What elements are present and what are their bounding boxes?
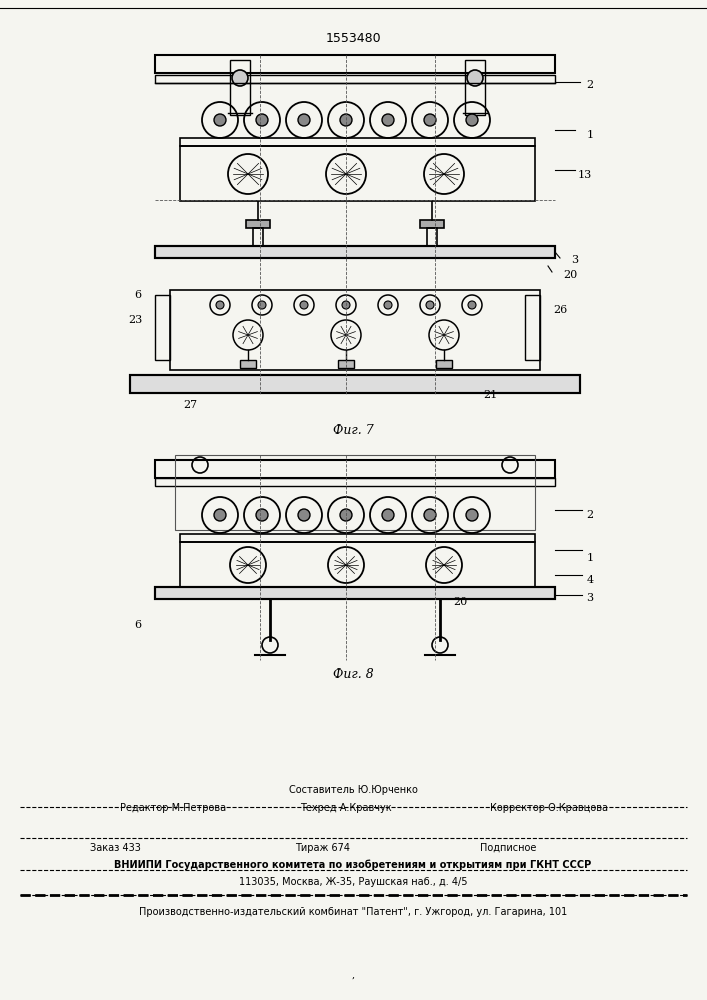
Bar bbox=[155, 587, 555, 599]
Circle shape bbox=[298, 509, 310, 521]
Bar bbox=[465, 60, 485, 115]
Bar bbox=[180, 146, 535, 201]
Bar bbox=[180, 138, 535, 146]
Circle shape bbox=[467, 70, 483, 86]
Text: Заказ 433: Заказ 433 bbox=[90, 843, 141, 853]
Text: 26: 26 bbox=[553, 305, 567, 315]
Text: 27: 27 bbox=[183, 400, 197, 410]
Text: Тираж 674: Тираж 674 bbox=[295, 843, 350, 853]
Circle shape bbox=[258, 301, 266, 309]
Text: 3: 3 bbox=[586, 593, 594, 603]
Circle shape bbox=[382, 114, 394, 126]
Text: Подписное: Подписное bbox=[480, 843, 537, 853]
Circle shape bbox=[256, 114, 268, 126]
Text: ВНИИПИ Государственного комитета по изобретениям и открытиям при ГКНТ СССР: ВНИИПИ Государственного комитета по изоб… bbox=[115, 860, 592, 870]
Text: Корректор О.Кравцова: Корректор О.Кравцова bbox=[490, 803, 608, 813]
Bar bbox=[240, 360, 256, 368]
Circle shape bbox=[382, 509, 394, 521]
Text: 113035, Москва, Ж-35, Раушская наб., д. 4/5: 113035, Москва, Ж-35, Раушская наб., д. … bbox=[239, 877, 467, 887]
Text: 20: 20 bbox=[563, 270, 577, 280]
Circle shape bbox=[466, 114, 478, 126]
Text: Составитель Ю.Юрченко: Составитель Ю.Юрченко bbox=[288, 785, 417, 795]
Text: 1: 1 bbox=[586, 553, 594, 563]
Circle shape bbox=[298, 114, 310, 126]
Bar bbox=[180, 542, 535, 587]
Circle shape bbox=[424, 509, 436, 521]
Bar bbox=[155, 587, 555, 599]
Bar bbox=[170, 290, 540, 370]
Bar bbox=[230, 60, 250, 115]
Circle shape bbox=[214, 509, 226, 521]
Bar bbox=[155, 246, 555, 258]
Circle shape bbox=[216, 301, 224, 309]
Bar bbox=[246, 220, 270, 228]
Text: 6: 6 bbox=[134, 620, 141, 630]
Text: Техред А.Кравчук: Техред А.Кравчук bbox=[300, 803, 392, 813]
Circle shape bbox=[426, 301, 434, 309]
Text: 1: 1 bbox=[586, 130, 594, 140]
Text: 1553480: 1553480 bbox=[325, 31, 381, 44]
Bar bbox=[130, 375, 580, 393]
Circle shape bbox=[232, 70, 248, 86]
Circle shape bbox=[468, 301, 476, 309]
Text: 21: 21 bbox=[483, 390, 497, 400]
Bar bbox=[180, 534, 535, 542]
Text: ,: , bbox=[351, 970, 355, 980]
Text: 6: 6 bbox=[134, 290, 141, 300]
Bar bbox=[155, 295, 170, 360]
Circle shape bbox=[256, 509, 268, 521]
Circle shape bbox=[340, 509, 352, 521]
Bar bbox=[155, 55, 555, 73]
Bar bbox=[338, 360, 354, 368]
Circle shape bbox=[384, 301, 392, 309]
Bar bbox=[253, 228, 263, 246]
Text: Фиг. 8: Фиг. 8 bbox=[332, 668, 373, 682]
Circle shape bbox=[342, 301, 350, 309]
Bar bbox=[175, 455, 535, 530]
Text: 20: 20 bbox=[453, 597, 467, 607]
Text: 2: 2 bbox=[586, 80, 594, 90]
Circle shape bbox=[424, 114, 436, 126]
Bar bbox=[155, 460, 555, 478]
Bar bbox=[155, 478, 555, 486]
Text: Редактор М.Петрова: Редактор М.Петрова bbox=[120, 803, 226, 813]
Text: 3: 3 bbox=[571, 255, 578, 265]
Bar bbox=[155, 75, 555, 83]
Bar bbox=[427, 228, 437, 246]
Text: 23: 23 bbox=[128, 315, 142, 325]
Bar bbox=[525, 295, 540, 360]
Text: 2: 2 bbox=[586, 510, 594, 520]
Bar bbox=[436, 360, 452, 368]
Bar bbox=[130, 375, 580, 393]
Circle shape bbox=[466, 509, 478, 521]
Text: 4: 4 bbox=[586, 575, 594, 585]
Bar bbox=[420, 220, 444, 228]
Text: Фиг. 7: Фиг. 7 bbox=[332, 424, 373, 436]
Circle shape bbox=[300, 301, 308, 309]
Circle shape bbox=[214, 114, 226, 126]
Text: 13: 13 bbox=[578, 170, 592, 180]
Text: Производственно-издательский комбинат "Патент", г. Ужгород, ул. Гагарина, 101: Производственно-издательский комбинат "П… bbox=[139, 907, 567, 917]
Bar bbox=[155, 246, 555, 258]
Circle shape bbox=[340, 114, 352, 126]
